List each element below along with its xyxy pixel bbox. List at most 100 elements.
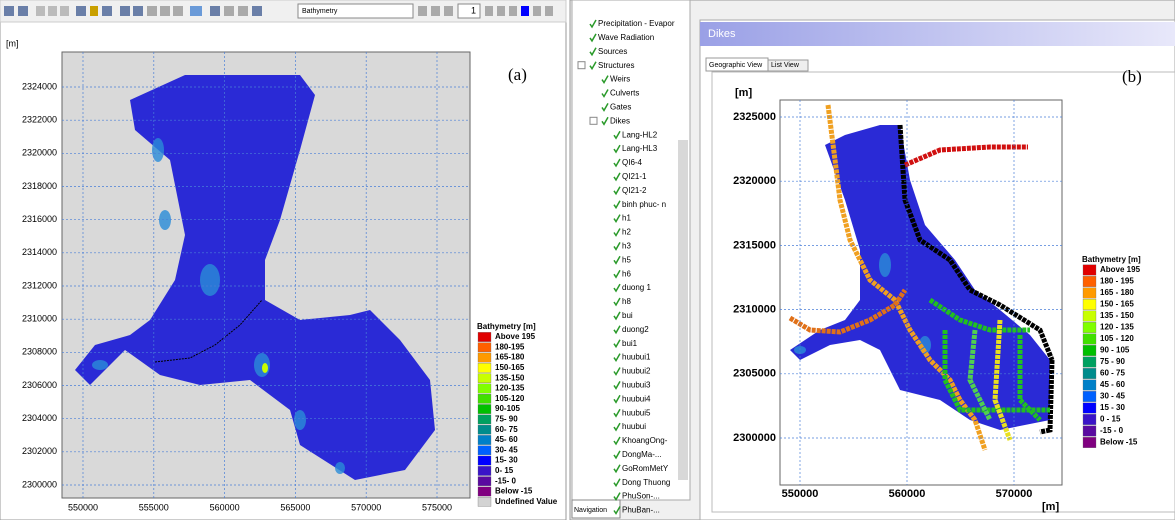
legend-label: 165 - 180 bbox=[1100, 288, 1134, 297]
unit: [m] bbox=[6, 38, 19, 48]
tree-item[interactable]: huubui2 bbox=[622, 367, 651, 376]
legend-label: 120 - 135 bbox=[1100, 323, 1134, 332]
legend-swatch bbox=[478, 353, 491, 362]
tree-item[interactable]: h2 bbox=[622, 228, 631, 237]
tree-item[interactable]: huubui bbox=[622, 422, 646, 431]
y-tick-label: 2320000 bbox=[733, 175, 776, 187]
legend-swatch bbox=[478, 497, 491, 506]
tree-item[interactable]: Structures bbox=[598, 61, 634, 70]
window-titlebar bbox=[700, 22, 1175, 46]
tree-item[interactable]: huubui1 bbox=[622, 353, 651, 362]
legend-swatch bbox=[1083, 322, 1096, 333]
tree-item[interactable]: Precipitation - Evapor bbox=[598, 19, 675, 28]
x-tick-label: 560000 bbox=[889, 488, 926, 500]
tab-label[interactable]: Geographic View bbox=[709, 62, 763, 69]
legend-label: 75 - 90 bbox=[1100, 357, 1125, 366]
legend-label: 90-105 bbox=[495, 404, 520, 413]
nav-tab-label[interactable]: Navigation bbox=[574, 507, 607, 514]
legend-swatch bbox=[1083, 265, 1096, 276]
panel-label: (b) bbox=[1122, 67, 1142, 86]
legend-label: 30- 45 bbox=[495, 445, 518, 454]
tree-item[interactable]: Weirs bbox=[610, 75, 630, 84]
tree-item[interactable]: PhuSon-... bbox=[622, 492, 660, 501]
tab-label[interactable]: List View bbox=[771, 62, 800, 69]
tree-item[interactable]: DongMa-... bbox=[622, 450, 662, 459]
legend-label: 135-150 bbox=[495, 373, 525, 382]
y-tick-label: 2302000 bbox=[22, 446, 57, 456]
legend-label: 90 - 105 bbox=[1100, 346, 1130, 355]
legend-swatch bbox=[478, 487, 491, 496]
legend-title: Bathymetry [m] bbox=[477, 322, 536, 331]
legend-label: -15- 0 bbox=[495, 476, 516, 485]
tree-item[interactable]: QI21-2 bbox=[622, 186, 647, 195]
tree-item[interactable]: Sources bbox=[598, 47, 627, 56]
expander[interactable] bbox=[590, 117, 597, 124]
y-tick-label: 2320000 bbox=[22, 148, 57, 158]
y-unit: [m] bbox=[735, 87, 752, 99]
legend-label: 15- 30 bbox=[495, 456, 518, 465]
x-tick-label: 550000 bbox=[68, 502, 98, 512]
legend-swatch bbox=[1083, 437, 1096, 448]
tree-item[interactable]: QI21-1 bbox=[622, 172, 647, 181]
tree-item[interactable]: PhuBan-... bbox=[622, 506, 660, 515]
tree-item[interactable]: Dong Thuong bbox=[622, 478, 670, 487]
y-tick-label: 2310000 bbox=[22, 314, 57, 324]
legend-swatch bbox=[478, 456, 491, 465]
tree-item[interactable]: h3 bbox=[622, 242, 631, 251]
tree-item[interactable]: KhoangOng- bbox=[622, 436, 668, 445]
tree-item[interactable]: huubui4 bbox=[622, 394, 651, 403]
x-tick-label: 555000 bbox=[139, 502, 169, 512]
legend-label: 120-135 bbox=[495, 384, 525, 393]
scrollbar[interactable] bbox=[678, 140, 688, 480]
tree-item[interactable]: QI6-4 bbox=[622, 158, 643, 167]
legend-label: Above 195 bbox=[1100, 265, 1141, 274]
tree-item[interactable]: Wave Radiation bbox=[598, 33, 654, 42]
tree-item[interactable]: huubui3 bbox=[622, 381, 651, 390]
legend-swatch bbox=[1083, 368, 1096, 379]
tree-item[interactable]: Dikes bbox=[610, 116, 630, 125]
y-tick-label: 2325000 bbox=[733, 111, 776, 123]
y-tick-label: 2300000 bbox=[22, 479, 57, 489]
tree-item[interactable]: Lang-HL3 bbox=[622, 144, 658, 153]
legend-swatch bbox=[1083, 414, 1096, 425]
tree-item[interactable]: duong2 bbox=[622, 325, 649, 334]
tree-item[interactable]: duong 1 bbox=[622, 283, 651, 292]
legend-label: 135 - 150 bbox=[1100, 311, 1134, 320]
tree-item[interactable]: bui1 bbox=[622, 339, 638, 348]
legend-label: 45- 60 bbox=[495, 435, 518, 444]
legend-swatch bbox=[1083, 334, 1096, 345]
tree-item[interactable]: binh phuc- n bbox=[622, 200, 666, 209]
expander[interactable] bbox=[578, 62, 585, 69]
legend-swatch bbox=[1083, 380, 1096, 391]
x-tick-label: 560000 bbox=[210, 502, 240, 512]
tree-item[interactable]: h5 bbox=[622, 255, 631, 264]
legend-swatch bbox=[478, 374, 491, 383]
legend-swatch bbox=[478, 435, 491, 444]
tree-item[interactable]: Culverts bbox=[610, 89, 639, 98]
tree-item[interactable]: Lang-HL2 bbox=[622, 130, 658, 139]
tree-item[interactable]: h1 bbox=[622, 214, 631, 223]
tree-item[interactable]: h8 bbox=[622, 297, 631, 306]
page: {"left":{"toolbar":{"dropdown":"Bathymet… bbox=[0, 0, 1175, 520]
legend-label: 150 - 165 bbox=[1100, 300, 1134, 309]
tree-item[interactable]: huubui5 bbox=[622, 408, 651, 417]
legend-label: 180-195 bbox=[495, 342, 525, 351]
y-tick-label: 2305000 bbox=[733, 368, 776, 380]
tree-item[interactable]: GoRomMetY bbox=[622, 464, 669, 473]
legend-label: 30 - 45 bbox=[1100, 392, 1125, 401]
page-input[interactable] bbox=[458, 4, 480, 18]
dropdown-text[interactable]: Bathymetry bbox=[302, 8, 338, 15]
legend-label: 45 - 60 bbox=[1100, 380, 1125, 389]
page-text: 1 bbox=[471, 5, 476, 15]
y-tick-label: 2314000 bbox=[22, 247, 57, 257]
legend-label: Undefined Value bbox=[495, 497, 558, 506]
legend-swatch bbox=[1083, 426, 1096, 437]
legend-swatch bbox=[478, 477, 491, 486]
legend-label: 60 - 75 bbox=[1100, 369, 1125, 378]
tree-item[interactable]: bui bbox=[622, 311, 633, 320]
legend-label: Below -15 bbox=[495, 487, 533, 496]
legend-swatch bbox=[1083, 357, 1096, 368]
tree-item[interactable]: h6 bbox=[622, 269, 631, 278]
screenshot: Bathymetry1[m](a)23000002302000230400023… bbox=[0, 0, 1175, 520]
tree-item[interactable]: Gates bbox=[610, 103, 631, 112]
